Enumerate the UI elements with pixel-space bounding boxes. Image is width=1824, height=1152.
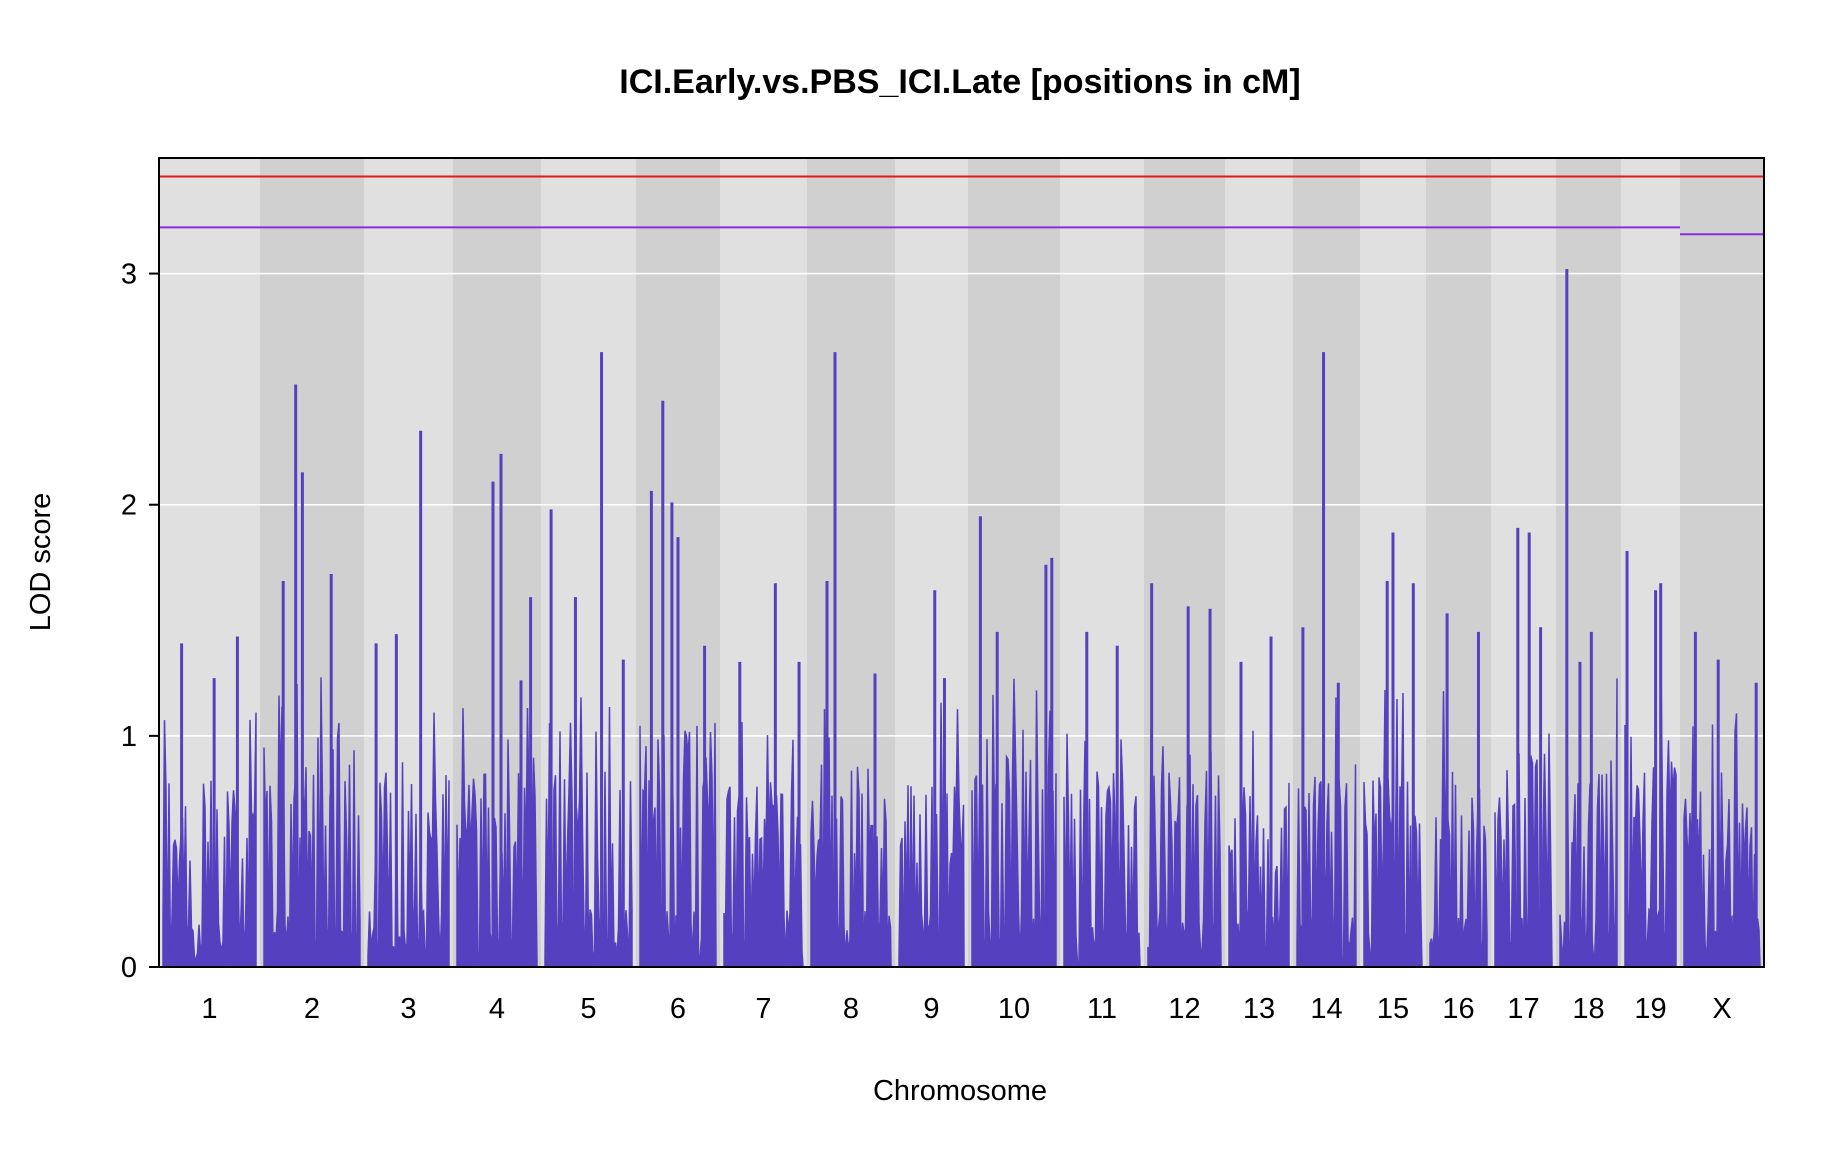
y-tick-label-1: 1	[121, 721, 137, 753]
lod-trace-chr-18	[1559, 678, 1618, 968]
lod-trace-chr-14	[1296, 697, 1357, 968]
x-tick-label-chr-17: 17	[1507, 993, 1539, 1025]
x-tick-label-chr-12: 12	[1168, 993, 1200, 1025]
lod-trace-chr-3	[367, 712, 450, 968]
x-tick-label-chr-1: 1	[201, 993, 217, 1025]
x-tick-label-chr-18: 18	[1572, 993, 1604, 1025]
chromosome-band-1	[159, 158, 260, 967]
lod-trace-chr-19	[1624, 662, 1677, 968]
x-tick-label-chr-7: 7	[755, 993, 771, 1025]
lod-trace-chr-9	[898, 702, 965, 968]
lod-trace-chr-1	[162, 712, 257, 968]
lod-trace-chr-4	[456, 707, 538, 968]
x-tick-label-chr-3: 3	[400, 993, 416, 1025]
lod-trace-chr-17	[1494, 733, 1553, 968]
x-tick-label-chr-8: 8	[843, 993, 859, 1025]
x-tick-label-chr-15: 15	[1377, 993, 1409, 1025]
gridlines	[159, 272, 1764, 737]
x-tick-label-chr-2: 2	[304, 993, 320, 1025]
lod-trace-chr-8	[810, 709, 892, 968]
x-tick-label-chr-14: 14	[1310, 993, 1342, 1025]
y-tick-label-0: 0	[121, 952, 137, 984]
x-tick-label-chr-6: 6	[670, 993, 686, 1025]
x-tick-label-chr-10: 10	[998, 993, 1030, 1025]
x-axis-labels: 1 2 3 4 5 6 7 8 9 10 11 12 13 14 15 16 17 18 19 X	[201, 993, 1731, 1025]
y-tick-label-3: 3	[121, 259, 137, 291]
x-tick-label-chr-5: 5	[580, 993, 596, 1025]
x-axis-title: Chromosome	[873, 1075, 1047, 1107]
x-tick-label-chr-11: 11	[1087, 993, 1117, 1025]
x-tick-label-chr-9: 9	[923, 993, 939, 1025]
lod-trace-chr-10	[971, 678, 1057, 968]
x-tick-label-chr-16: 16	[1442, 993, 1474, 1025]
y-axis-ticks: 0 1 2 3	[121, 259, 159, 984]
lod-trace-chr-11	[1063, 733, 1141, 968]
lod-trace-chr-13	[1228, 730, 1290, 968]
lod-trace-chr-7	[723, 722, 804, 968]
x-tick-label-chr-4: 4	[489, 993, 505, 1025]
x-tick-label-chr-X: X	[1712, 993, 1731, 1025]
y-axis-title: LOD score	[25, 493, 57, 632]
threshold-lines	[159, 175, 1764, 236]
plot-frame	[158, 157, 1765, 968]
lod-series	[162, 268, 1761, 968]
x-tick-label-chr-13: 13	[1243, 993, 1275, 1025]
x-tick-label-chr-19: 19	[1634, 993, 1666, 1025]
y-tick-label-2: 2	[121, 490, 137, 522]
lod-trace-chr-5	[544, 697, 633, 968]
chart-title: ICI.Early.vs.PBS_ICI.Late [positions in …	[619, 63, 1300, 101]
chromosome-band-12	[1144, 158, 1225, 967]
